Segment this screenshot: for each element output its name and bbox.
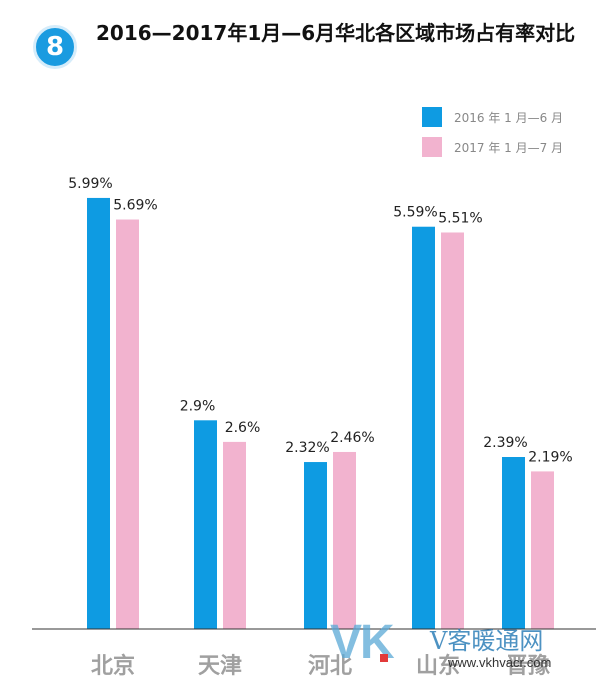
data-label-beijing-2017: 5.69% [113,198,157,214]
data-label-jinyu-2016: 2.39% [483,435,527,451]
bar-beijing-2017 [116,219,139,630]
number-badge: 8 [33,25,77,69]
category-label-beijing: 北京 [91,653,135,679]
bar-tianjin-2017 [223,441,246,629]
chart-title: 2016—2017年1月—6月华北各区域市场占有率对比 [96,21,576,45]
bar-beijing-2016 [87,197,110,629]
bar-jinyu-2017 [531,471,554,629]
bar-hebei-2017 [333,451,356,629]
legend-label-2017: 2017 年 1 月—7 月 [454,140,564,155]
legend-swatch-2017 [422,137,442,157]
data-label-hebei-2017: 2.46% [330,430,374,446]
data-label-tianjin-2017: 2.6% [225,420,261,436]
watermark-name: V客暖通网 [430,627,544,655]
legend-item-2017: 2017 年 1 月—7 月 [422,137,563,157]
bar-jinyu-2016 [502,457,525,629]
watermark: VK V客暖通网 www.vkhvacr.com [330,615,590,685]
legend-item-2016: 2016 年 1 月—6 月 [422,107,563,127]
data-label-jinyu-2017: 2.19% [528,449,572,465]
bar-shandong-2017 [441,232,464,629]
data-label-hebei-2016: 2.32% [285,440,329,456]
bar-hebei-2016 [304,462,327,629]
watermark-dot [380,654,388,662]
legend-swatch-2016 [422,107,442,127]
data-label-beijing-2016: 5.99% [68,176,112,192]
bar-shandong-2016 [412,226,435,630]
bar-tianjin-2016 [194,420,217,629]
data-label-shandong-2016: 5.59% [393,205,437,221]
watermark-url: www.vkhvacr.com [448,655,552,670]
category-label-tianjin: 天津 [198,653,242,679]
category-label-jinyu: 晋豫 [506,653,550,679]
badge-number: 8 [45,32,65,62]
data-label-shandong-2017: 5.51% [438,210,482,226]
data-label-tianjin-2016: 2.9% [180,398,216,414]
legend-label-2016: 2016 年 1 月—6 月 [454,110,564,125]
category-label-hebei: 河北 [308,654,352,679]
category-label-shandong: 山东 [416,653,460,679]
